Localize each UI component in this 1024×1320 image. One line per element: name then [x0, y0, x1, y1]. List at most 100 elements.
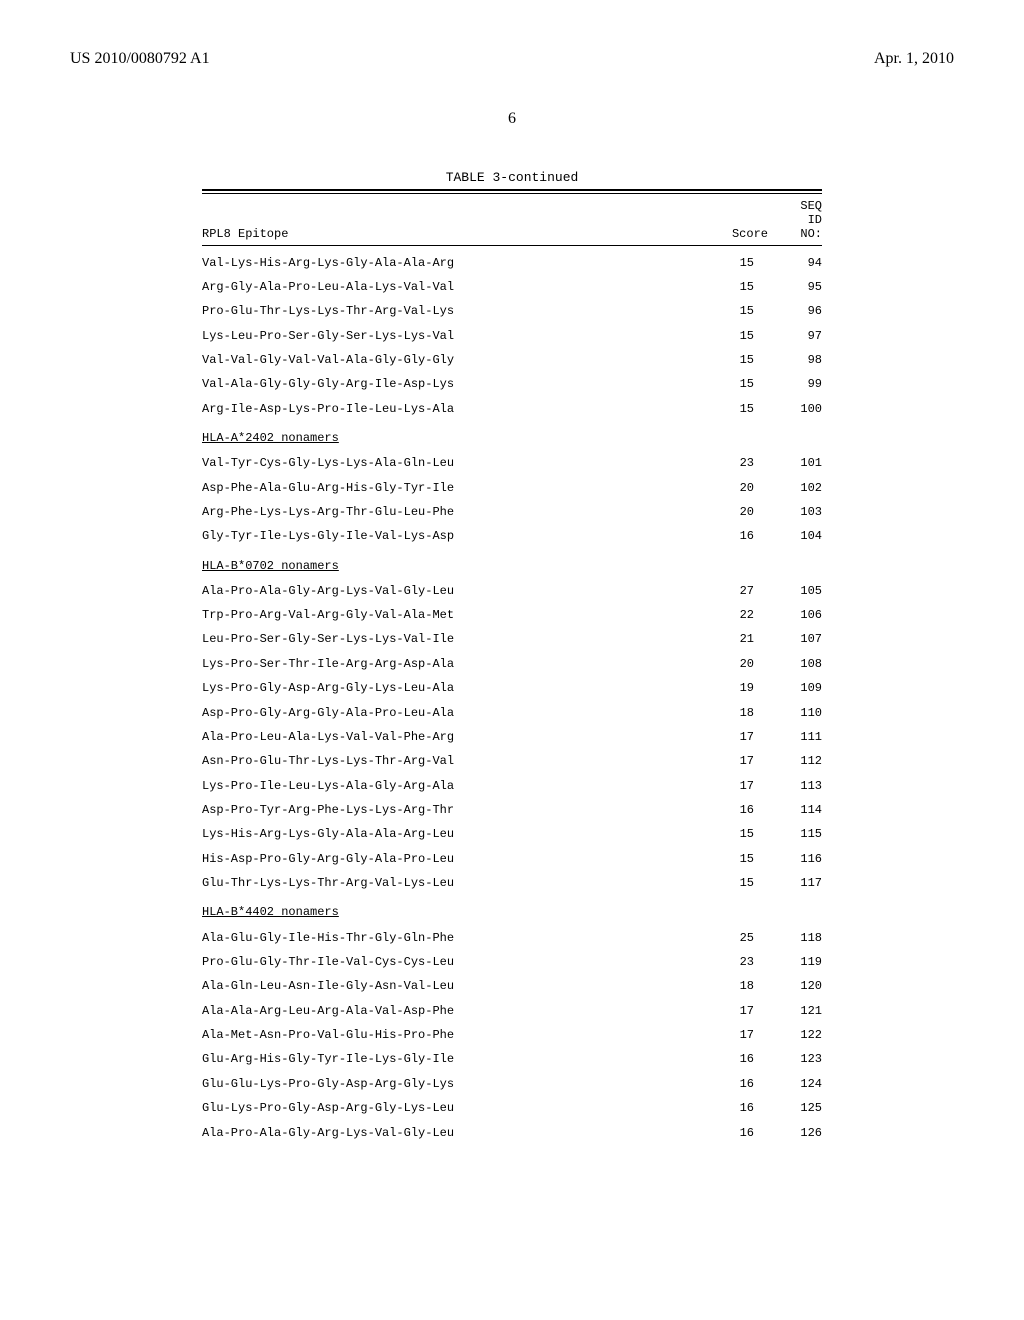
score-cell: 15 — [694, 348, 772, 372]
epitope-cell: Ala-Met-Asn-Pro-Val-Glu-His-Pro-Phe — [202, 1023, 694, 1047]
seqid-cell: 123 — [772, 1047, 822, 1071]
seqid-cell: 103 — [772, 500, 822, 524]
table-row: Lys-Leu-Pro-Ser-Gly-Ser-Lys-Lys-Val1597 — [202, 324, 822, 348]
seqid-cell: 109 — [772, 676, 822, 700]
epitope-cell: Arg-Phe-Lys-Lys-Arg-Thr-Glu-Leu-Phe — [202, 500, 694, 524]
score-cell: 25 — [694, 925, 772, 949]
score-cell: 16 — [694, 524, 772, 548]
table-row: Arg-Ile-Asp-Lys-Pro-Ile-Leu-Lys-Ala15100 — [202, 397, 822, 421]
epitope-cell: Arg-Ile-Asp-Lys-Pro-Ile-Leu-Lys-Ala — [202, 397, 694, 421]
col-score: Score — [694, 200, 772, 243]
table-row: Lys-Pro-Ser-Thr-Ile-Arg-Arg-Asp-Ala20108 — [202, 652, 822, 676]
seqid-cell: 114 — [772, 798, 822, 822]
seqid-cell: 124 — [772, 1072, 822, 1096]
score-cell: 18 — [694, 700, 772, 724]
seqid-cell: 99 — [772, 372, 822, 396]
table-row: Asp-Phe-Ala-Glu-Arg-His-Gly-Tyr-Ile20102 — [202, 475, 822, 499]
seqid-cell: 100 — [772, 397, 822, 421]
score-cell: 20 — [694, 475, 772, 499]
epitope-cell: Glu-Arg-His-Gly-Tyr-Ile-Lys-Gly-Ile — [202, 1047, 694, 1071]
table-row: Gly-Tyr-Ile-Lys-Gly-Ile-Val-Lys-Asp16104 — [202, 524, 822, 548]
table-rule-top — [202, 189, 822, 191]
epitope-cell: Val-Lys-His-Arg-Lys-Gly-Ala-Ala-Arg — [202, 250, 694, 274]
seqid-cell: 105 — [772, 579, 822, 603]
epitope-cell: Lys-Pro-Ser-Thr-Ile-Arg-Arg-Asp-Ala — [202, 652, 694, 676]
epitope-cell: Asn-Pro-Glu-Thr-Lys-Lys-Thr-Arg-Val — [202, 749, 694, 773]
epitope-cell: Lys-His-Arg-Lys-Gly-Ala-Ala-Arg-Leu — [202, 822, 694, 846]
seqid-cell: 96 — [772, 299, 822, 323]
table-row: Ala-Pro-Leu-Ala-Lys-Val-Val-Phe-Arg17111 — [202, 725, 822, 749]
table-row: Val-Val-Gly-Val-Val-Ala-Gly-Gly-Gly1598 — [202, 348, 822, 372]
seqid-cell: 98 — [772, 348, 822, 372]
score-cell: 16 — [694, 798, 772, 822]
seqid-cell: 106 — [772, 603, 822, 627]
seqid-cell: 115 — [772, 822, 822, 846]
seqid-cell: 107 — [772, 627, 822, 651]
score-cell: 16 — [694, 1072, 772, 1096]
epitope-cell: Lys-Pro-Gly-Asp-Arg-Gly-Lys-Leu-Ala — [202, 676, 694, 700]
table-row: Val-Ala-Gly-Gly-Gly-Arg-Ile-Asp-Lys1599 — [202, 372, 822, 396]
seqid-cell: 104 — [772, 524, 822, 548]
score-cell: 23 — [694, 950, 772, 974]
epitope-cell: Ala-Pro-Leu-Ala-Lys-Val-Val-Phe-Arg — [202, 725, 694, 749]
table-row: Lys-His-Arg-Lys-Gly-Ala-Ala-Arg-Leu15115 — [202, 822, 822, 846]
score-cell: 16 — [694, 1120, 772, 1144]
score-cell: 15 — [694, 299, 772, 323]
score-cell: 22 — [694, 603, 772, 627]
score-cell: 21 — [694, 627, 772, 651]
section-label: HLA-B*4402 nonamers — [202, 905, 339, 919]
score-cell: 15 — [694, 372, 772, 396]
table-row: Glu-Arg-His-Gly-Tyr-Ile-Lys-Gly-Ile16123 — [202, 1047, 822, 1071]
table-row: Ala-Gln-Leu-Asn-Ile-Gly-Asn-Val-Leu18120 — [202, 974, 822, 998]
epitope-cell: Pro-Glu-Gly-Thr-Ile-Val-Cys-Cys-Leu — [202, 950, 694, 974]
table-3-continued: TABLE 3-continued RPL8 Epitope Score SEQ… — [202, 170, 822, 1145]
epitope-cell: Lys-Leu-Pro-Ser-Gly-Ser-Lys-Lys-Val — [202, 324, 694, 348]
score-cell: 19 — [694, 676, 772, 700]
seqid-cell: 112 — [772, 749, 822, 773]
score-cell: 15 — [694, 275, 772, 299]
table-row: HLA-B*4402 nonamers — [202, 895, 822, 925]
table-rule-thin — [202, 193, 822, 194]
epitope-cell: Ala-Ala-Arg-Leu-Arg-Ala-Val-Asp-Phe — [202, 999, 694, 1023]
score-cell: 15 — [694, 847, 772, 871]
score-cell: 16 — [694, 1096, 772, 1120]
seqid-cell: 113 — [772, 774, 822, 798]
score-cell: 27 — [694, 579, 772, 603]
epitope-cell: Glu-Glu-Lys-Pro-Gly-Asp-Arg-Gly-Lys — [202, 1072, 694, 1096]
table-row: His-Asp-Pro-Gly-Arg-Gly-Ala-Pro-Leu15116 — [202, 847, 822, 871]
section-label: HLA-B*0702 nonamers — [202, 559, 339, 573]
seqid-cell: 110 — [772, 700, 822, 724]
epitope-cell: Glu-Lys-Pro-Gly-Asp-Arg-Gly-Lys-Leu — [202, 1096, 694, 1120]
table-row: Lys-Pro-Gly-Asp-Arg-Gly-Lys-Leu-Ala19109 — [202, 676, 822, 700]
table-row: Pro-Glu-Gly-Thr-Ile-Val-Cys-Cys-Leu23119 — [202, 950, 822, 974]
score-cell: 15 — [694, 871, 772, 895]
score-cell: 15 — [694, 324, 772, 348]
seqid-cell: 120 — [772, 974, 822, 998]
epitope-cell: Leu-Pro-Ser-Gly-Ser-Lys-Lys-Val-Ile — [202, 627, 694, 651]
table-row: Glu-Thr-Lys-Lys-Thr-Arg-Val-Lys-Leu15117 — [202, 871, 822, 895]
seqid-cell: 95 — [772, 275, 822, 299]
table-row: Asp-Pro-Gly-Arg-Gly-Ala-Pro-Leu-Ala18110 — [202, 700, 822, 724]
seqid-cell: 97 — [772, 324, 822, 348]
epitope-cell: Arg-Gly-Ala-Pro-Leu-Ala-Lys-Val-Val — [202, 275, 694, 299]
seqid-cell: 118 — [772, 925, 822, 949]
publication-number: US 2010/0080792 A1 — [70, 50, 210, 68]
epitope-cell: Ala-Gln-Leu-Asn-Ile-Gly-Asn-Val-Leu — [202, 974, 694, 998]
page-header: US 2010/0080792 A1 Apr. 1, 2010 — [0, 50, 1024, 68]
table-row: Asn-Pro-Glu-Thr-Lys-Lys-Thr-Arg-Val17112 — [202, 749, 822, 773]
epitope-cell: Ala-Glu-Gly-Ile-His-Thr-Gly-Gln-Phe — [202, 925, 694, 949]
table-caption: TABLE 3-continued — [202, 170, 822, 185]
epitope-cell: Gly-Tyr-Ile-Lys-Gly-Ile-Val-Lys-Asp — [202, 524, 694, 548]
table-header-row: RPL8 Epitope Score SEQ ID NO: — [202, 200, 822, 243]
table-body: Val-Lys-His-Arg-Lys-Gly-Ala-Ala-Arg1594A… — [202, 243, 822, 1144]
table-row: Pro-Glu-Thr-Lys-Lys-Thr-Arg-Val-Lys1596 — [202, 299, 822, 323]
table-row: Ala-Ala-Arg-Leu-Arg-Ala-Val-Asp-Phe17121 — [202, 999, 822, 1023]
seqid-cell: 94 — [772, 250, 822, 274]
seqid-cell: 125 — [772, 1096, 822, 1120]
epitope-cell: Val-Val-Gly-Val-Val-Ala-Gly-Gly-Gly — [202, 348, 694, 372]
score-cell: 23 — [694, 451, 772, 475]
seqid-cell: 116 — [772, 847, 822, 871]
score-cell: 20 — [694, 652, 772, 676]
score-cell: 17 — [694, 1023, 772, 1047]
epitope-cell: Lys-Pro-Ile-Leu-Lys-Ala-Gly-Arg-Ala — [202, 774, 694, 798]
